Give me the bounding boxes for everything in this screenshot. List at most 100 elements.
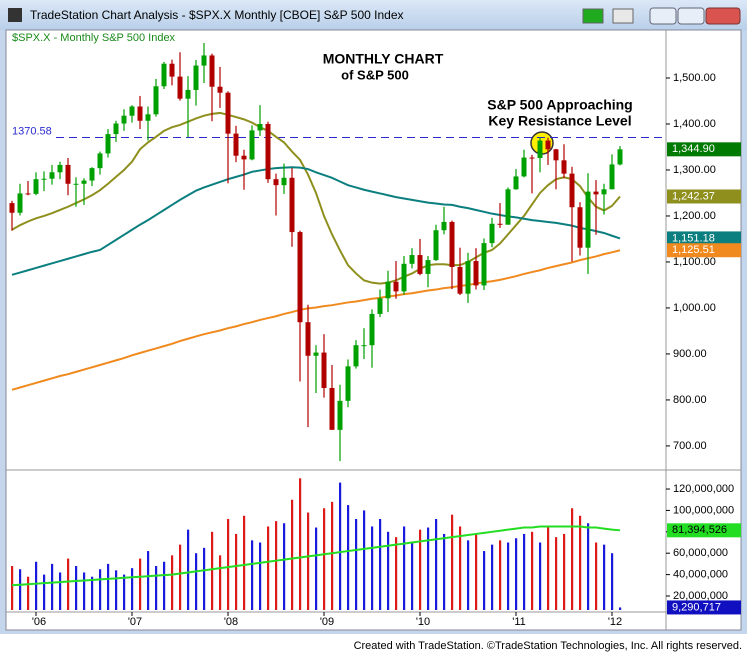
maximize-button[interactable] (677, 7, 705, 25)
y-tick-label: 100,000,000 (673, 504, 734, 516)
candle-body (353, 345, 359, 367)
candle-body (137, 106, 143, 121)
resistance-label: 1370.58 (12, 125, 52, 137)
y-tick-label: 1,000.00 (673, 302, 716, 314)
candle-body (601, 189, 607, 195)
volume-bar (131, 568, 134, 610)
volume-bar (219, 555, 222, 610)
volume-bar (499, 540, 502, 610)
moving-average-tag (667, 189, 741, 204)
candle-body (65, 164, 71, 184)
moving-average-tag-label: 1,242.37 (672, 190, 715, 202)
volume-bar (323, 508, 326, 610)
candle-body (361, 345, 367, 347)
candle-body (385, 281, 391, 299)
candle-body (585, 191, 591, 248)
moving-average-tag-label: 1,151.18 (672, 232, 715, 244)
volume-bar (155, 566, 158, 610)
volume-bar (523, 533, 526, 610)
candle-body (505, 189, 511, 225)
chart-legend: $SPX.X - Monthly S&P 500 Index (12, 32, 176, 44)
volume-bar (27, 576, 30, 610)
volume-bar (507, 542, 510, 610)
annotation: S&P 500 Approaching (487, 97, 632, 113)
candle-body (609, 164, 615, 190)
app-icon (8, 8, 22, 22)
candle-body (313, 352, 319, 356)
candle-body (561, 160, 567, 174)
moving-average (11, 166, 621, 276)
y-tick-label: 800.00 (673, 394, 707, 406)
candle-body (57, 164, 63, 173)
candle-body (249, 130, 255, 160)
candle-body (153, 86, 159, 115)
footer: Created with TradeStation. ©TradeStation… (354, 640, 742, 652)
last-price-tag-label: 1,344.90 (672, 143, 715, 155)
volume-bar (491, 544, 494, 610)
moving-average-tag (667, 231, 741, 246)
candle-body (33, 179, 39, 194)
annotation: MONTHLY CHART (323, 51, 444, 67)
x-tick-label: '10 (416, 616, 430, 628)
volume-bar (243, 515, 246, 610)
candle-body (409, 255, 415, 264)
candle-body (329, 387, 335, 430)
moving-average-tag (667, 243, 741, 258)
volume-bar (603, 544, 606, 610)
volume-bar (83, 572, 86, 610)
volume-bar (379, 518, 382, 610)
volume-bar (291, 499, 294, 610)
volume-bar (139, 558, 142, 610)
volume-bar (531, 531, 534, 610)
y-tick-label: 900.00 (673, 348, 707, 360)
minimize-button[interactable] (649, 7, 677, 25)
y-tick-label: 60,000,000 (673, 547, 728, 559)
candle-body (321, 352, 327, 388)
volume-bar (67, 558, 70, 610)
candle-body (457, 267, 463, 294)
volume-bar (59, 572, 62, 610)
x-tick-label: '08 (224, 616, 238, 628)
volume-bar (371, 526, 374, 610)
candle-body (537, 140, 543, 159)
settings-button[interactable] (612, 8, 634, 24)
volume-bar (267, 526, 270, 610)
volume-bar (171, 555, 174, 610)
volume-bar (35, 561, 38, 610)
volume-bar (363, 510, 366, 610)
candle-body (217, 86, 223, 93)
candle-body (209, 55, 215, 87)
volume-bar (515, 538, 518, 610)
volume-bar (483, 551, 486, 610)
candle-body (497, 223, 503, 225)
candle-body (73, 183, 79, 185)
candle-body (257, 123, 263, 131)
volume-average (11, 525, 621, 587)
volume-bar (195, 553, 198, 610)
candle-body (545, 140, 551, 150)
candle-body (417, 255, 423, 274)
volume-bar (75, 566, 78, 610)
volume-bar (307, 512, 310, 610)
volume-bar (123, 574, 126, 610)
candle-body (225, 92, 231, 134)
volume-bar (107, 563, 110, 610)
y-tick-label: 120,000,000 (673, 483, 734, 495)
volume-bar (355, 518, 358, 610)
volume-bar (619, 607, 622, 610)
close-button[interactable] (705, 7, 741, 25)
volume-bar (331, 501, 334, 610)
candle-body (521, 157, 527, 177)
volume-bar (19, 569, 22, 610)
volume-bar (115, 570, 118, 610)
symbol-link-button[interactable] (582, 8, 604, 24)
volume-bar (467, 540, 470, 610)
volume-bar (11, 566, 14, 610)
volume-bar (595, 542, 598, 610)
candle-body (465, 261, 471, 294)
candle-body (25, 193, 31, 195)
candle-body (145, 114, 151, 121)
candle-body (337, 400, 343, 430)
candle-body (513, 176, 519, 190)
annotation: Key Resistance Level (488, 113, 631, 129)
